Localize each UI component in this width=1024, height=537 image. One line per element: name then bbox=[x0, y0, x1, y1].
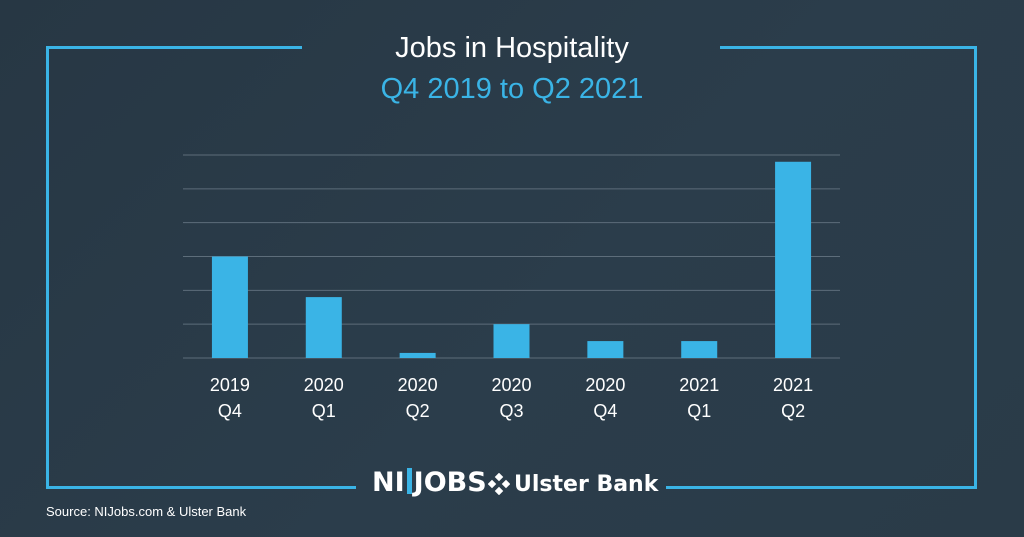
frame-bottom-right bbox=[666, 486, 977, 489]
ulster-bank-logo: Ulster Bank bbox=[487, 470, 659, 500]
ulster-bank-name: Ulster Bank bbox=[514, 472, 659, 497]
x-tick-label-quarter: Q2 bbox=[406, 401, 430, 421]
x-tick-label-quarter: Q4 bbox=[218, 401, 242, 421]
ulster-bank-emblem-icon bbox=[487, 472, 511, 496]
x-tick-label-quarter: Q1 bbox=[312, 401, 336, 421]
bar-2020-q4 bbox=[587, 341, 624, 358]
x-tick-label-year: 2020 bbox=[304, 375, 344, 395]
bar-2020-q2 bbox=[399, 352, 436, 358]
frame-left bbox=[46, 46, 49, 489]
x-tick-label-year: 2019 bbox=[210, 375, 250, 395]
frame-bottom-left bbox=[46, 486, 356, 489]
x-tick-label-year: 2020 bbox=[491, 375, 531, 395]
frame-top-right bbox=[720, 46, 977, 49]
x-tick-label-year: 2020 bbox=[398, 375, 438, 395]
x-tick-label-quarter: Q4 bbox=[593, 401, 617, 421]
x-tick-label-quarter: Q1 bbox=[687, 401, 711, 421]
nijobs-logo-divider bbox=[406, 468, 412, 494]
bar-2020-q1 bbox=[305, 297, 342, 358]
source-note: Source: NIJobs.com & Ulster Bank bbox=[46, 504, 247, 519]
nijobs-logo: NI JOBS bbox=[372, 466, 487, 500]
chart-subtitle: Q4 2019 to Q2 2021 bbox=[380, 73, 644, 105]
frame-right bbox=[974, 46, 977, 489]
x-tick-label-year: 2020 bbox=[585, 375, 625, 395]
bar-2021-q2 bbox=[775, 161, 812, 358]
x-tick-label-year: 2021 bbox=[679, 375, 719, 395]
frame-top-left bbox=[46, 46, 302, 49]
nijobs-logo-jobs: JOBS bbox=[413, 467, 487, 498]
bar-2019-q4 bbox=[211, 256, 248, 358]
x-tick-label-quarter: Q2 bbox=[781, 401, 805, 421]
x-tick-label-year: 2021 bbox=[773, 375, 813, 395]
bar-2021-q1 bbox=[681, 341, 718, 358]
chart-title: Jobs in Hospitality bbox=[395, 32, 629, 64]
bar-2020-q3 bbox=[493, 324, 530, 358]
nijobs-logo-ni: NI bbox=[372, 467, 405, 498]
x-tick-label-quarter: Q3 bbox=[499, 401, 523, 421]
